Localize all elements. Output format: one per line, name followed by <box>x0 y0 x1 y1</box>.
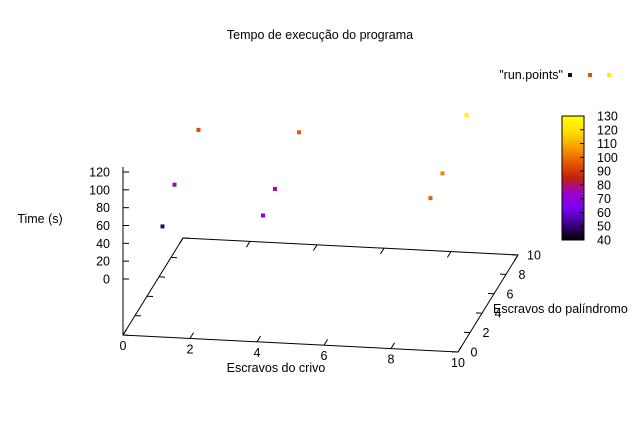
data-point <box>428 196 433 201</box>
data-point <box>160 224 165 229</box>
x-tick-label: 2 <box>187 342 194 356</box>
data-point <box>196 127 201 132</box>
data-point <box>273 186 277 191</box>
colorbar-tick-label: 90 <box>597 165 611 179</box>
legend-label: "run.points" <box>499 68 563 82</box>
z-tick-label: 40 <box>96 237 110 251</box>
z-tick-label: 100 <box>89 183 110 197</box>
colorbar-tick-label: 110 <box>597 137 617 151</box>
y-tick-label: 6 <box>507 287 514 301</box>
legend-mark <box>607 73 611 77</box>
x-tick-mark <box>245 241 251 248</box>
y-tick-label: 8 <box>519 268 526 282</box>
x-tick-mark <box>457 345 463 353</box>
chart-title: Tempo de execução do programa <box>227 28 413 42</box>
colorbar-tick-label: 70 <box>597 192 611 206</box>
data-point <box>440 171 445 176</box>
y-tick-label: 10 <box>527 249 541 263</box>
x-tick-label: 0 <box>120 339 127 353</box>
x-tick-mark <box>256 335 262 343</box>
x-tick-label: 10 <box>451 356 465 370</box>
legend-mark <box>588 73 592 77</box>
x-tick-mark <box>178 237 184 245</box>
x-tick-mark <box>446 251 452 258</box>
z-tick-label: 0 <box>103 273 110 287</box>
colorbar-tick-label: 50 <box>597 220 611 234</box>
legend-marks <box>568 73 611 77</box>
base-plane <box>122 237 519 353</box>
x-tick-mark <box>513 254 519 262</box>
data-points <box>160 112 469 229</box>
colorbar-tick-label: 80 <box>597 178 611 192</box>
data-point <box>464 112 469 117</box>
y-tick-label: 0 <box>471 346 478 360</box>
x-tick-label: 6 <box>321 349 328 363</box>
data-point <box>172 182 177 187</box>
x-tick-mark <box>122 328 128 336</box>
x-tick-label: 4 <box>254 346 261 360</box>
x-tick-label: 8 <box>388 353 395 367</box>
x-axis-ticks: 0 2 4 6 8 10 <box>120 237 519 370</box>
x-tick-mark <box>312 244 318 251</box>
data-point <box>261 213 265 218</box>
colorbar-tick-label: 40 <box>597 234 611 248</box>
legend-mark <box>568 73 572 77</box>
y-tick-label: 2 <box>483 326 490 340</box>
x-tick-mark <box>390 342 396 349</box>
data-point <box>297 130 301 135</box>
x-tick-mark <box>323 339 329 346</box>
z-tick-label: 120 <box>89 166 110 180</box>
colorbar-tick-label: 120 <box>597 123 618 137</box>
x-tick-mark <box>189 332 195 339</box>
z-tick-label: 20 <box>96 255 110 269</box>
z-axis-label: Time (s) <box>17 212 62 226</box>
colorbar-tick-label: 100 <box>597 151 618 165</box>
y-tick-label: 4 <box>495 307 502 321</box>
z-tick-label: 60 <box>96 219 110 233</box>
z-tick-label: 80 <box>96 201 110 215</box>
z-axis-ticks: 0 20 40 60 80 100 120 <box>89 166 129 287</box>
y-axis-label: Escravos do palíndromo <box>493 302 628 316</box>
colorbar <box>561 115 585 241</box>
x-tick-mark <box>379 247 385 255</box>
colorbar-tick-label: 130 <box>597 110 618 124</box>
x-axis-label: Escravos do crivo <box>227 361 326 375</box>
colorbar-tick-label: 60 <box>597 206 611 220</box>
